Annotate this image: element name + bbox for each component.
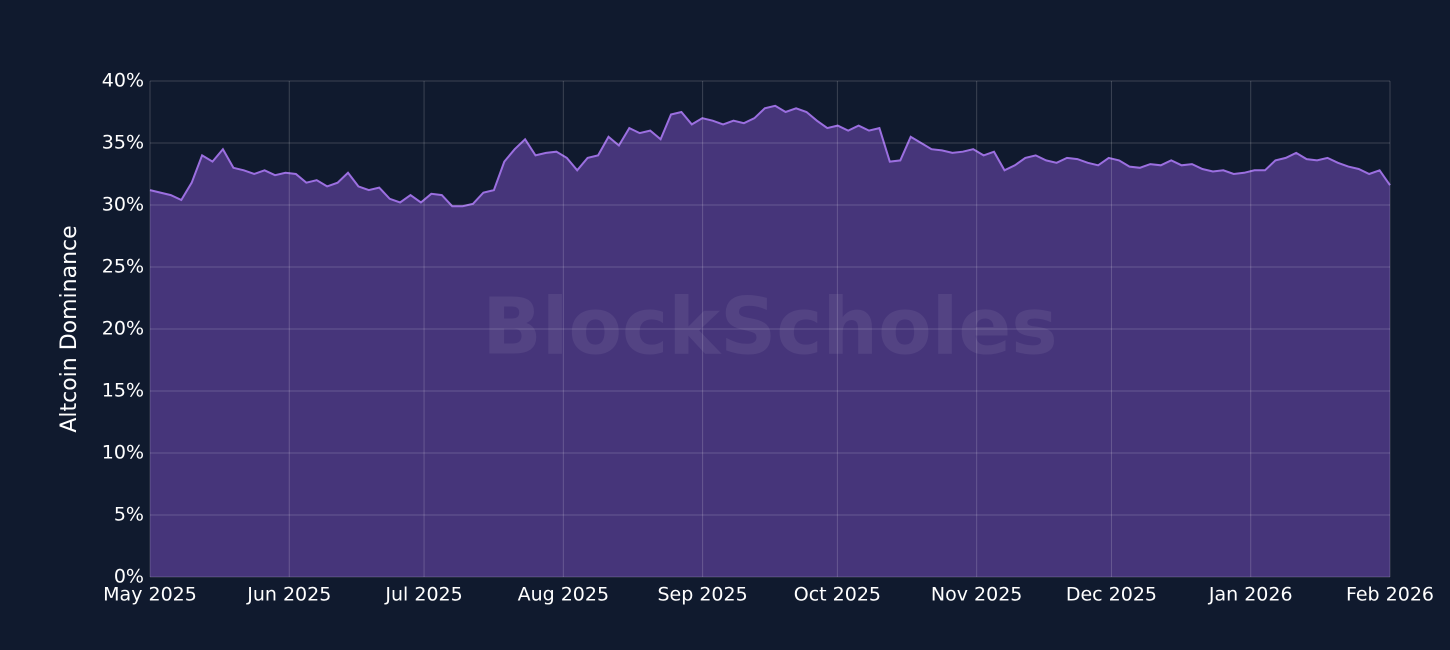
line <box>149 104 1391 208</box>
y-tick-label: 5% <box>114 504 144 526</box>
y-tick-label: 30% <box>102 194 144 216</box>
x-tick-label: Jun 2025 <box>246 584 331 606</box>
x-tick-label: Jan 2026 <box>1208 584 1293 606</box>
x-tick-label: May 2025 <box>103 584 197 606</box>
x-tick-label: Feb 2026 <box>1346 584 1434 606</box>
x-tick-label: Oct 2025 <box>794 584 881 606</box>
x-tick-label: Sep 2025 <box>657 584 747 606</box>
y-tick-label: 20% <box>102 318 144 340</box>
y-tick-label: 40% <box>102 70 144 92</box>
area <box>150 105 1390 578</box>
y-tick-label: 15% <box>102 380 144 402</box>
x-tick-label: Jul 2025 <box>384 584 462 606</box>
y-axis-label: Altcoin Dominance <box>57 225 82 432</box>
x-tick-label: Dec 2025 <box>1066 584 1157 606</box>
x-tick-label: Aug 2025 <box>518 584 610 606</box>
y-tick-label: 0% <box>114 566 144 588</box>
y-tick-label: 35% <box>102 132 144 154</box>
watermark: BlockScholes <box>482 282 1057 372</box>
y-tick-label: 10% <box>102 442 144 464</box>
x-tick-label: Nov 2025 <box>931 584 1022 606</box>
y-tick-label: 25% <box>102 256 144 278</box>
